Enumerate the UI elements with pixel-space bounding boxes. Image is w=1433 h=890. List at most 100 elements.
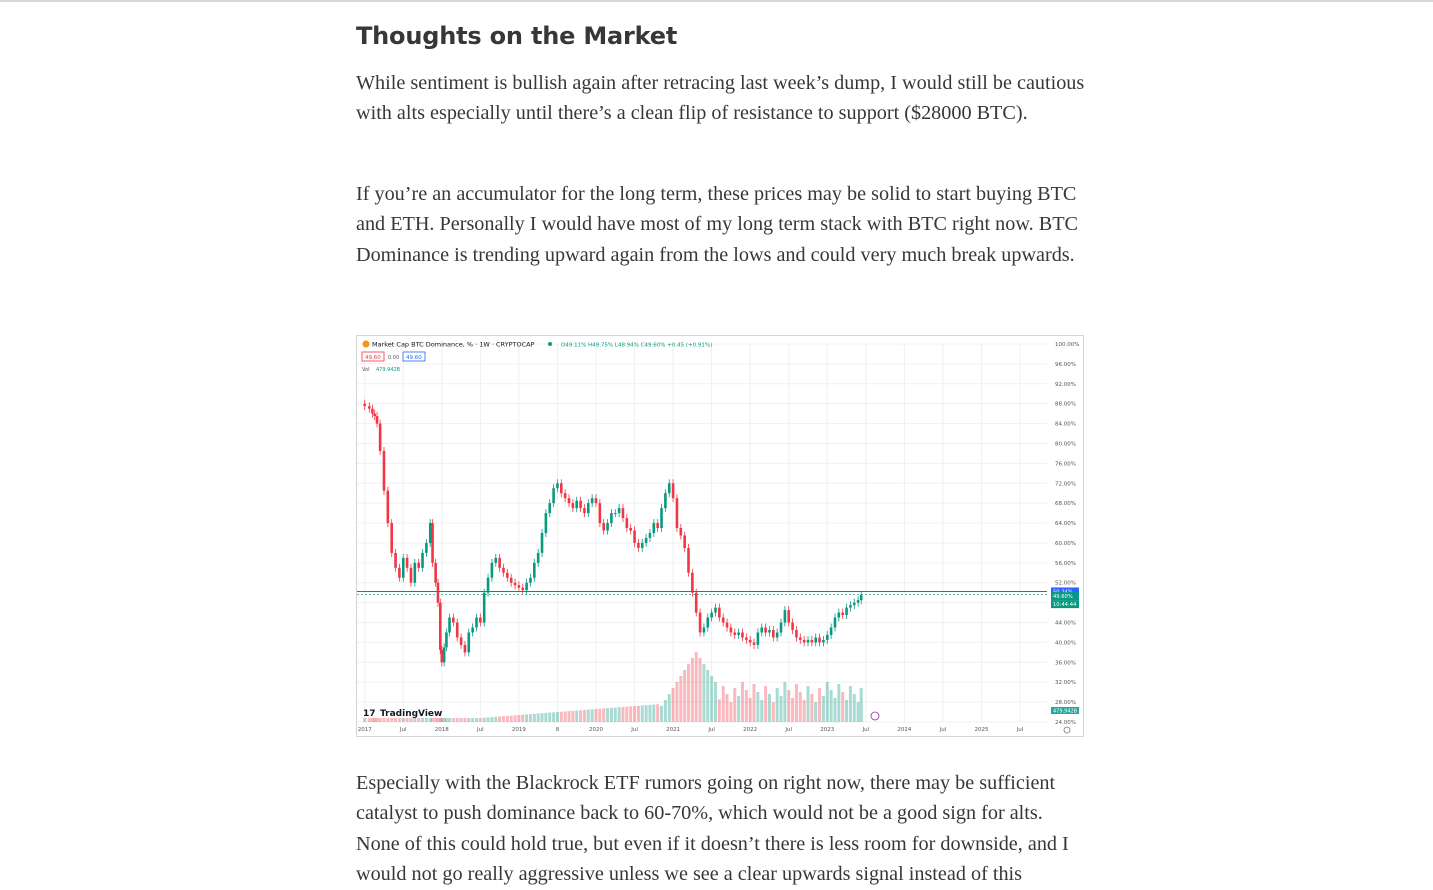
- candle-body: [398, 567, 401, 578]
- candle-body: [629, 528, 632, 531]
- candle-body: [741, 632, 744, 638]
- candle-body: [490, 562, 494, 578]
- volume-bar: [687, 664, 691, 722]
- volume-bar: [783, 682, 787, 722]
- volume-bar: [848, 686, 852, 722]
- volume-bar: [644, 705, 648, 722]
- volume-bar: [373, 718, 377, 722]
- y-tick-label: 96.00%: [1055, 362, 1076, 368]
- candle-body: [434, 562, 437, 583]
- y-tick-label: 80.00%: [1055, 441, 1076, 447]
- volume-bar: [463, 718, 467, 722]
- x-tick-label: 2020: [589, 727, 603, 733]
- y-tick-label: 100.00%: [1055, 342, 1079, 348]
- volume-bar: [636, 705, 640, 722]
- candle-body: [679, 528, 683, 536]
- candle-body: [425, 542, 428, 553]
- volume-bar: [845, 700, 849, 722]
- volume-bar: [717, 699, 721, 722]
- volume-bar: [698, 658, 702, 722]
- x-tick-label: 2024: [897, 727, 911, 733]
- volume-bar: [852, 694, 856, 722]
- candle-body: [644, 537, 648, 543]
- candle-body: [552, 488, 555, 504]
- candle-body: [852, 602, 856, 606]
- candle-body: [567, 498, 571, 504]
- volume-bar: [679, 676, 683, 722]
- volume-bar: [821, 696, 825, 722]
- candle-body: [428, 523, 432, 543]
- candle-body: [579, 500, 582, 509]
- volume-bar: [397, 718, 401, 722]
- volume-bar: [548, 712, 552, 722]
- volume-bar: [841, 692, 845, 722]
- volume-bar: [401, 718, 405, 722]
- candle-body: [791, 622, 794, 630]
- volume-bar: [586, 709, 590, 722]
- candle-body: [760, 627, 764, 633]
- price-tag-label: 10:44:44: [1053, 602, 1077, 608]
- volume-bar: [771, 702, 775, 722]
- y-tick-label: 36.00%: [1055, 660, 1076, 666]
- volume-bar: [744, 690, 748, 722]
- candle-body: [737, 632, 740, 635]
- candle-body: [544, 513, 548, 533]
- volume-bar: [552, 712, 556, 722]
- volume-bar: [421, 718, 425, 722]
- volume-bar: [467, 718, 471, 722]
- candle-body: [375, 416, 379, 424]
- candle-body: [833, 617, 837, 628]
- volume-bar: [663, 700, 667, 722]
- x-tick-label: 2023: [820, 727, 834, 733]
- volume-bar: [540, 713, 544, 722]
- chart-title: Market Cap BTC Dominance, % · 1W · CRYPT…: [372, 341, 535, 349]
- volume-bar: [740, 682, 744, 722]
- candle-body: [413, 562, 417, 583]
- volume-bar: [382, 718, 386, 722]
- x-tick-label: Jul: [862, 727, 870, 733]
- paragraph-accumulator: If you’re an accumulator for the long te…: [356, 183, 1078, 266]
- candle-body: [471, 627, 474, 633]
- volume-bar: [490, 717, 494, 722]
- paragraph-etf-rumors: Especially with the Blackrock ETF rumors…: [356, 772, 1069, 886]
- sell-price-label: 49.60: [365, 355, 381, 361]
- volume-bar: [471, 718, 475, 722]
- x-tick-label: Jul: [1016, 727, 1024, 733]
- volume-bar: [737, 696, 741, 722]
- volume-bar: [818, 688, 822, 722]
- candle-body: [556, 483, 559, 489]
- candle-body: [586, 503, 590, 514]
- candle-body: [598, 503, 602, 524]
- volume-bar: [794, 684, 798, 722]
- candle-body: [694, 592, 698, 613]
- volume-bar: [629, 706, 633, 722]
- volume-bar: [378, 718, 382, 722]
- candle-body: [710, 612, 713, 618]
- candle-body: [509, 577, 513, 583]
- x-tick-label: 2017: [358, 727, 372, 733]
- x-tick-label: Jul: [707, 727, 715, 733]
- volume-bar: [633, 706, 637, 722]
- candle-body: [706, 617, 710, 628]
- volume-bar: [775, 688, 779, 722]
- candle-body: [548, 503, 552, 514]
- market-status-dot-icon: [548, 342, 552, 346]
- candle-body: [521, 587, 525, 591]
- volume-bar: [606, 708, 610, 722]
- candle-body: [787, 610, 791, 623]
- candle-body: [373, 413, 377, 417]
- candle-body: [613, 513, 617, 515]
- candle-body: [733, 632, 737, 635]
- candle-body: [829, 627, 833, 635]
- candle-body: [517, 585, 521, 588]
- volume-bar: [459, 718, 463, 722]
- candle-body: [421, 552, 424, 568]
- volume-bar: [436, 718, 440, 722]
- volume-bar: [444, 718, 448, 722]
- volume-bar: [363, 718, 367, 722]
- candle-body: [822, 639, 825, 643]
- volume-bar: [505, 715, 509, 722]
- candle-body: [841, 612, 844, 616]
- volume-bar: [621, 706, 625, 722]
- y-tick-label: 32.00%: [1055, 680, 1076, 686]
